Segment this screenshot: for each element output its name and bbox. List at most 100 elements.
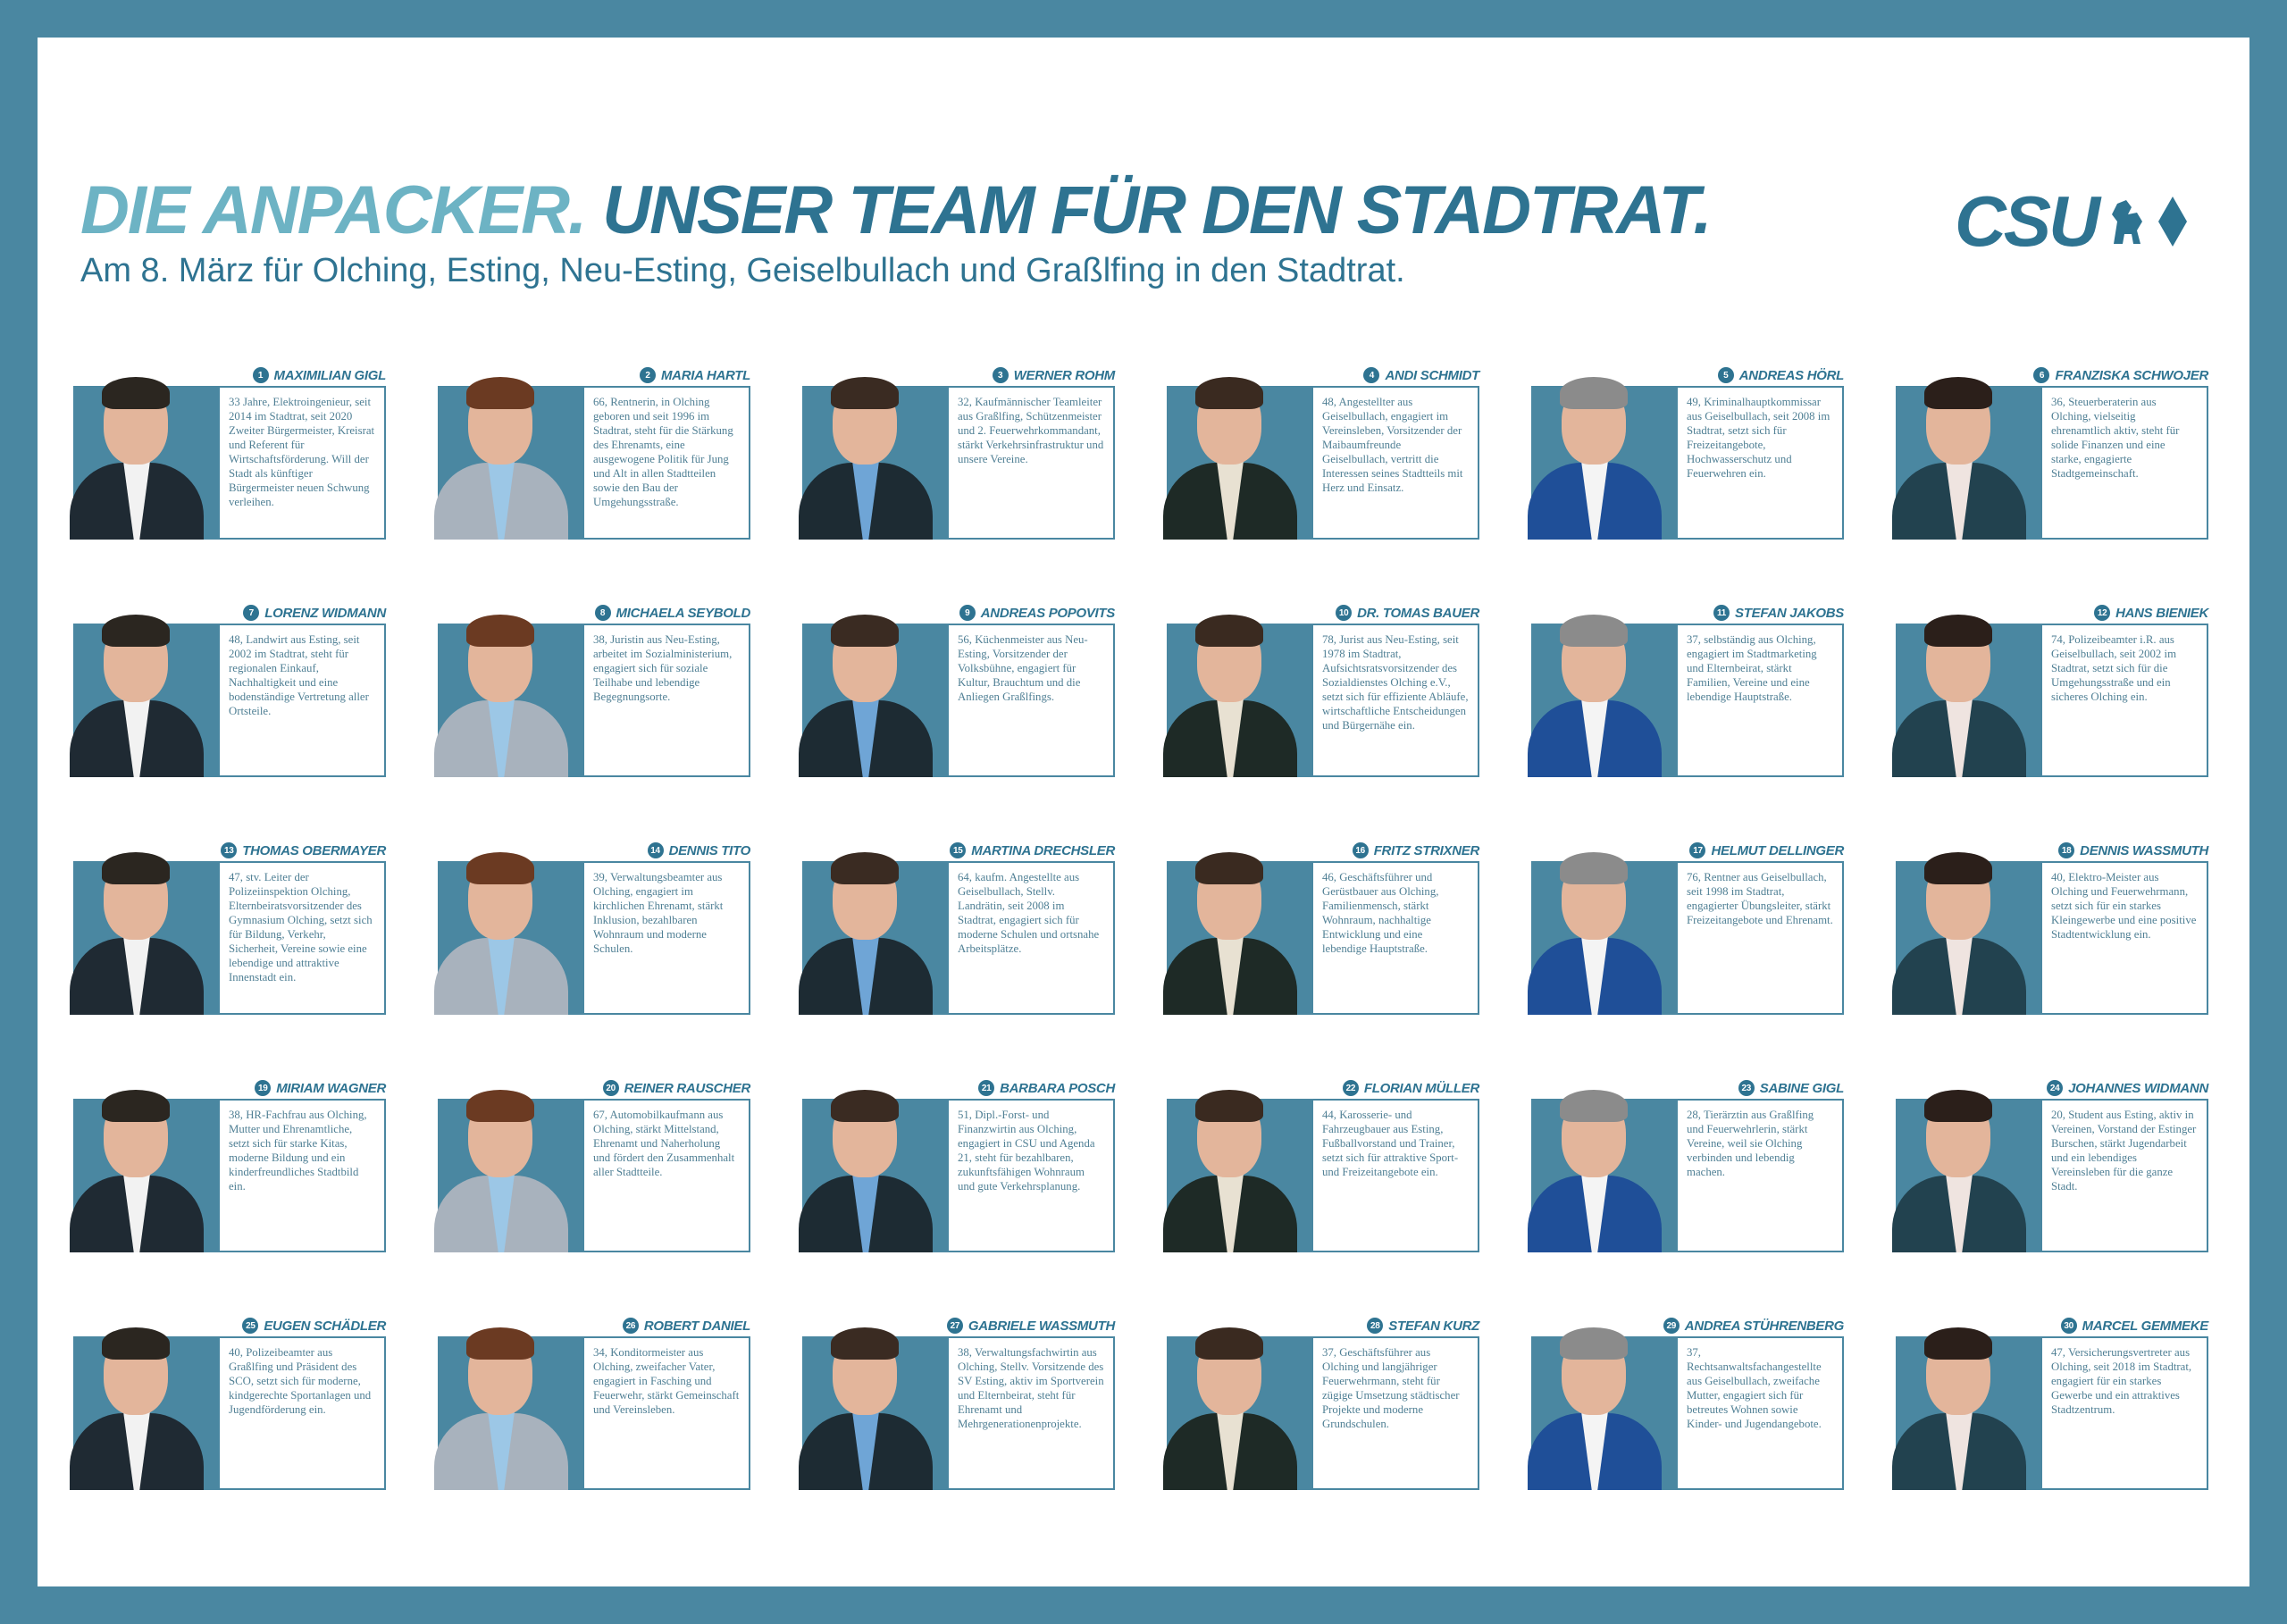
candidate-bio: 47, stv. Leiter der Polizeiinspektion Ol… <box>218 861 386 1015</box>
person-icon-hair <box>466 377 534 409</box>
candidate-photo <box>1517 366 1678 540</box>
person-icon-hair <box>466 615 534 647</box>
candidate-name: LORENZ WIDMANN <box>264 605 386 621</box>
candidate-name: MICHAELA SEYBOLD <box>616 605 751 621</box>
person-icon-hair <box>1924 1327 1992 1360</box>
candidate-name-row: 24 JOHANNES WIDMANN <box>2047 1077 2208 1099</box>
candidate-bio: 40, Elektro-Meister aus Olching und Feue… <box>2040 861 2208 1015</box>
candidate-name-row: 12 HANS BIENIEK <box>2094 602 2208 624</box>
candidate-name: ANDI SCHMIDT <box>1385 367 1479 383</box>
candidate-name: FRITZ STRIXNER <box>1373 842 1480 858</box>
page-title: DIE ANPACKER. UNSER TEAM FÜR DEN STADTRA… <box>80 172 1712 249</box>
candidate-card: 27 GABRIELE WASSMUTH 38, Verwaltungsfachwi… <box>788 1315 1115 1492</box>
person-icon-hair <box>1195 615 1263 647</box>
candidate-name-row: 11 STEFAN JAKOBS <box>1713 602 1844 624</box>
candidate-name-row: 15 MARTINA DRECHSLER <box>950 840 1115 861</box>
person-icon-hair <box>1195 1090 1263 1122</box>
candidate-bio: 37, Geschäftsführer aus Olching und lang… <box>1311 1336 1479 1490</box>
candidate-bio: 33 Jahre, Elektroingenieur, seit 2014 im… <box>218 386 386 540</box>
candidate-photo <box>1152 366 1313 540</box>
logo-text: CSU <box>1955 181 2100 261</box>
candidate-card: 29 ANDREA STÜHRENBERG 37, Rechtsanwaltsfac… <box>1517 1315 1844 1492</box>
candidate-photo <box>59 604 220 777</box>
candidate-photo <box>1881 366 2042 540</box>
person-icon-hair <box>1560 615 1628 647</box>
person-icon-hair <box>1924 1090 1992 1122</box>
candidate-card: 18 DENNIS WASSMUTH 40, Elektro-Meister aus… <box>1881 840 2208 1017</box>
list-number-badge: 1 <box>252 367 269 383</box>
candidate-bio: 56, Küchenmeister aus Neu-Esting, Vorsit… <box>947 624 1115 777</box>
list-number-badge: 12 <box>2094 605 2111 621</box>
candidate-card: 4 ANDI SCHMIDT 48, Angestellter aus Geisel… <box>1152 364 1479 541</box>
candidate-bio: 37, selbständig aus Olching, engagiert i… <box>1676 624 1844 777</box>
candidate-card: 20 REINER RAUSCHER 67, Automobilkaufmann a… <box>423 1077 750 1254</box>
list-number-badge: 18 <box>2058 842 2075 858</box>
person-icon-hair <box>1924 852 1992 884</box>
candidate-name-row: 29 ANDREA STÜHRENBERG <box>1663 1315 1844 1336</box>
list-number-badge: 7 <box>243 605 260 621</box>
candidate-name-row: 27 GABRIELE WASSMUTH <box>946 1315 1115 1336</box>
person-icon-hair <box>466 852 534 884</box>
candidate-photo <box>423 1317 584 1490</box>
csu-logo: CSU <box>1955 180 2189 263</box>
list-number-badge: 24 <box>2047 1080 2064 1096</box>
candidate-photo <box>1881 841 2042 1015</box>
list-number-badge: 11 <box>1713 605 1730 621</box>
list-number-badge: 29 <box>1663 1318 1680 1334</box>
candidate-photo <box>788 841 949 1015</box>
candidate-photo <box>1881 1079 2042 1252</box>
candidate-name-row: 26 ROBERT DANIEL <box>622 1315 750 1336</box>
candidate-name: DR. TOMAS BAUER <box>1357 605 1479 621</box>
candidate-bio: 48, Angestellter aus Geiselbullach, enga… <box>1311 386 1479 540</box>
candidate-name: ANDREA STÜHRENBERG <box>1684 1318 1845 1334</box>
candidate-card: 6 FRANZISKA SCHWOJER 36, Steuerberaterin a… <box>1881 364 2208 541</box>
list-number-badge: 4 <box>1363 367 1380 383</box>
person-icon-hair <box>1560 1090 1628 1122</box>
list-number-badge: 21 <box>978 1080 995 1096</box>
list-number-badge: 17 <box>1689 842 1706 858</box>
candidate-name-row: 22 FLORIAN MÜLLER <box>1342 1077 1479 1099</box>
candidate-name-row: 4 ANDI SCHMIDT <box>1363 364 1479 386</box>
candidate-name: STEFAN KURZ <box>1388 1318 1479 1334</box>
candidate-bio: 47, Versicherungsvertreter aus Olching, … <box>2040 1336 2208 1490</box>
candidate-name: DENNIS WASSMUTH <box>2080 842 2208 858</box>
candidate-card: 11 STEFAN JAKOBS 37, selbständig aus Olchi… <box>1517 602 1844 779</box>
candidate-bio: 76, Rentner aus Geiselbullach, seit 1998… <box>1676 861 1844 1015</box>
candidate-card: 7 LORENZ WIDMANN 48, Landwirt aus Esting, … <box>59 602 386 779</box>
person-icon-hair <box>831 852 899 884</box>
candidate-name: FRANZISKA SCHWOJER <box>2055 367 2208 383</box>
candidate-bio: 34, Konditormeister aus Olching, zweifac… <box>582 1336 750 1490</box>
candidate-photo <box>1152 604 1313 777</box>
person-icon-hair <box>102 615 170 647</box>
candidate-card: 24 JOHANNES WIDMANN 20, Student aus Esting… <box>1881 1077 2208 1254</box>
candidate-photo <box>1517 1079 1678 1252</box>
person-icon-hair <box>1560 852 1628 884</box>
candidate-card: 21 BARBARA POSCH 51, Dipl.-Forst- und Fina… <box>788 1077 1115 1254</box>
candidate-name: SABINE GIGL <box>1759 1080 1845 1096</box>
candidate-photo <box>788 1079 949 1252</box>
candidate-bio: 20, Student aus Esting, aktiv in Vereine… <box>2040 1099 2208 1252</box>
candidate-name-row: 1 MAXIMILIAN GIGL <box>252 364 387 386</box>
candidate-bio: 38, HR-Fachfrau aus Olching, Mutter und … <box>218 1099 386 1252</box>
candidate-name-row: 10 DR. TOMAS BAUER <box>1336 602 1479 624</box>
title-part-1: DIE ANPACKER. <box>80 172 587 248</box>
candidate-name: MAXIMILIAN GIGL <box>273 367 387 383</box>
candidate-photo <box>423 841 584 1015</box>
candidate-card: 3 WERNER ROHM 32, Kaufmännischer Teamleite… <box>788 364 1115 541</box>
candidate-name: HANS BIENIEK <box>2115 605 2208 621</box>
lion-icon <box>2111 200 2142 244</box>
candidate-card: 12 HANS BIENIEK 74, Polizeibeamter i.R. au… <box>1881 602 2208 779</box>
candidate-name: EUGEN SCHÄDLER <box>264 1318 386 1334</box>
candidate-name-row: 8 MICHAELA SEYBOLD <box>594 602 751 624</box>
candidate-bio: 44, Karosserie- und Fahrzeugbauer aus Es… <box>1311 1099 1479 1252</box>
candidate-card: 13 THOMAS OBERMAYER 47, stv. Leiter der Po… <box>59 840 386 1017</box>
candidate-card: 25 EUGEN SCHÄDLER 40, Polizeibeamter aus G… <box>59 1315 386 1492</box>
candidate-bio: 28, Tierärztin aus Graßlfing und Feuerwe… <box>1676 1099 1844 1252</box>
candidate-name: MARCEL GEMMEKE <box>2082 1318 2209 1334</box>
candidate-name-row: 28 STEFAN KURZ <box>1367 1315 1479 1336</box>
candidate-name-row: 18 DENNIS WASSMUTH <box>2058 840 2208 861</box>
person-icon-hair <box>1924 377 1992 409</box>
candidate-photo <box>423 1079 584 1252</box>
candidate-name-row: 20 REINER RAUSCHER <box>602 1077 750 1099</box>
candidate-bio: 32, Kaufmännischer Teamleiter aus Graßlf… <box>947 386 1115 540</box>
